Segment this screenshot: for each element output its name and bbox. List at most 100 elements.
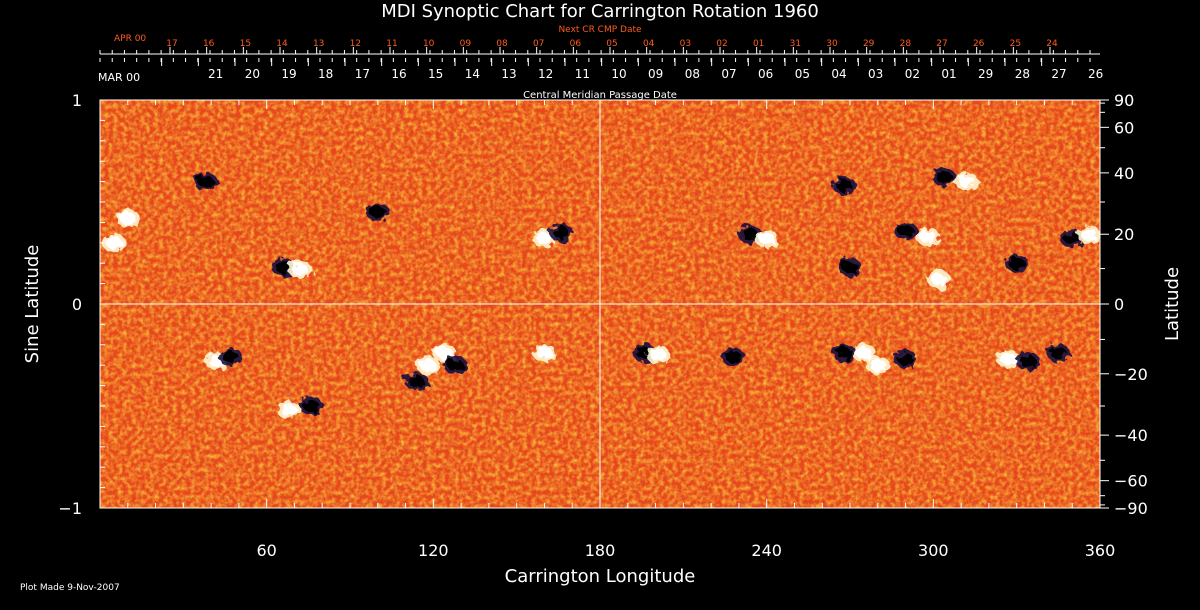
next-cr-date-label: 28 — [900, 39, 912, 49]
active-region-negative — [842, 261, 858, 274]
x-axis-label: Carrington Longitude — [505, 566, 696, 587]
cmp-date-label: 04 — [831, 67, 846, 81]
y-right-tick-label: 0 — [1114, 295, 1124, 314]
cmp-date-label: 13 — [501, 67, 516, 81]
cmp-date-label: 27 — [1051, 67, 1066, 81]
next-cr-month-label: APR 00 — [114, 34, 146, 44]
next-cr-date-label: 29 — [863, 39, 875, 49]
next-cr-date-label: 01 — [753, 39, 764, 49]
cmp-date-label: 01 — [941, 67, 956, 81]
x-axis: 60 120 180 240 300 360 — [99, 100, 1116, 560]
next-cr-date-label: 31 — [790, 39, 801, 49]
active-region-negative — [1019, 355, 1036, 368]
active-region-positive — [758, 232, 775, 245]
active-region-positive — [1080, 228, 1097, 241]
next-cr-date-label: 04 — [643, 39, 655, 49]
y-left-tick-label: 0 — [72, 295, 82, 314]
cmp-date-label: 11 — [575, 67, 590, 81]
x-tick-label: 60 — [256, 541, 276, 560]
next-cr-date-label: 14 — [276, 39, 288, 49]
next-cr-date-label: 25 — [1010, 39, 1021, 49]
active-region-positive — [536, 346, 553, 359]
active-region-negative — [553, 226, 570, 239]
active-region-positive — [280, 404, 297, 417]
next-cr-date-label: 12 — [350, 39, 361, 49]
next-cr-date-label: 17 — [166, 39, 177, 49]
cmp-date-label: 16 — [391, 67, 406, 81]
cmp-date-label: 28 — [1015, 67, 1030, 81]
next-cr-date-label: 02 — [716, 39, 727, 49]
active-region-negative — [742, 228, 758, 241]
next-cr-date-label: 05 — [606, 39, 617, 49]
cmp-date-label: 19 — [281, 67, 296, 81]
next-cr-date-label: 03 — [680, 39, 691, 49]
y-right-axis: 90 60 40 20 0 −20 −40 −60 −90 — [1100, 91, 1148, 518]
cmp-date-label: 15 — [428, 67, 443, 81]
y-right-tick-label: −20 — [1114, 365, 1148, 384]
next-cr-axis: Next CR CMP Date APR 00 17 16 15 14 13 12 11 10… — [99, 25, 1100, 55]
active-region-positive — [105, 236, 122, 249]
x-tick-label: 240 — [751, 541, 782, 560]
x-tick-label: 360 — [1085, 541, 1116, 560]
next-cr-date-label: 06 — [570, 39, 582, 49]
active-region-negative — [408, 375, 425, 388]
next-cr-date-label: 13 — [313, 39, 324, 49]
cmp-axis-title: Central Meridian Passage Date — [523, 90, 677, 101]
y-right-tick-label: 40 — [1114, 164, 1134, 183]
active-region-negative — [897, 224, 914, 237]
y-right-tick-label: 60 — [1114, 118, 1134, 137]
cmp-date-label: 14 — [465, 67, 480, 81]
active-region-positive — [536, 232, 553, 245]
active-region-positive — [958, 175, 975, 188]
y-right-tick-label: −90 — [1114, 499, 1148, 518]
y-right-tick-label: −60 — [1114, 472, 1148, 491]
cmp-date-label: 07 — [721, 67, 736, 81]
active-region-negative — [222, 351, 239, 364]
cmp-date-label: 26 — [1088, 67, 1103, 81]
cmp-date-label: 29 — [978, 67, 993, 81]
cmp-date-label: 02 — [905, 67, 920, 81]
active-regions — [101, 168, 1100, 420]
active-region-positive — [436, 346, 453, 359]
active-region-negative — [836, 179, 853, 192]
active-region-negative — [1064, 232, 1081, 245]
active-region-positive — [930, 273, 947, 286]
cmp-date-label: 21 — [208, 67, 223, 81]
x-tick-label: 300 — [918, 541, 949, 560]
cmp-date-label: 03 — [868, 67, 883, 81]
next-cr-date-label: 16 — [203, 39, 215, 49]
active-region-positive — [919, 230, 936, 243]
cmp-month-label: MAR 00 — [98, 71, 140, 84]
cmp-date-label: 08 — [685, 67, 700, 81]
next-cr-date-label: 09 — [460, 39, 472, 49]
y-right-tick-label: −40 — [1114, 426, 1148, 445]
y-left-axis-label: Sine Latitude — [22, 245, 43, 364]
y-left-axis: 1 0 −1 — [58, 91, 109, 518]
chart-title: MDI Synoptic Chart for Carrington Rotati… — [381, 1, 819, 22]
cmp-date-label: 20 — [245, 67, 260, 81]
next-cr-date-label: 26 — [973, 39, 985, 49]
next-cr-date-label: 07 — [533, 39, 544, 49]
active-region-negative — [725, 351, 742, 364]
active-region-negative — [303, 400, 320, 412]
next-cr-date-label: 10 — [423, 39, 435, 49]
active-region-negative — [275, 261, 292, 274]
active-region-negative — [447, 359, 464, 372]
plot-made-note: Plot Made 9-Nov-2007 — [20, 583, 120, 593]
cmp-date-label: 06 — [758, 67, 773, 81]
cmp-date-label: 10 — [611, 67, 626, 81]
x-tick-label: 120 — [418, 541, 449, 560]
y-right-tick-label: 20 — [1114, 225, 1134, 244]
active-region-negative — [197, 175, 214, 188]
active-region-positive — [292, 263, 308, 276]
cmp-date-label: 09 — [648, 67, 663, 81]
next-cr-date-label: 27 — [936, 39, 947, 49]
active-region-negative — [936, 171, 953, 184]
next-cr-date-label: 24 — [1046, 39, 1058, 49]
next-cr-date-label: 08 — [496, 39, 508, 49]
y-right-axis-label: Latitude — [1162, 267, 1183, 341]
active-region-positive — [855, 346, 872, 359]
cmp-axis: MAR 00 21 20 19 18 17 16 15 14 13 12 11 10 09 08 07 06 0… — [98, 58, 1103, 101]
y-left-tick-label: −1 — [58, 499, 82, 518]
